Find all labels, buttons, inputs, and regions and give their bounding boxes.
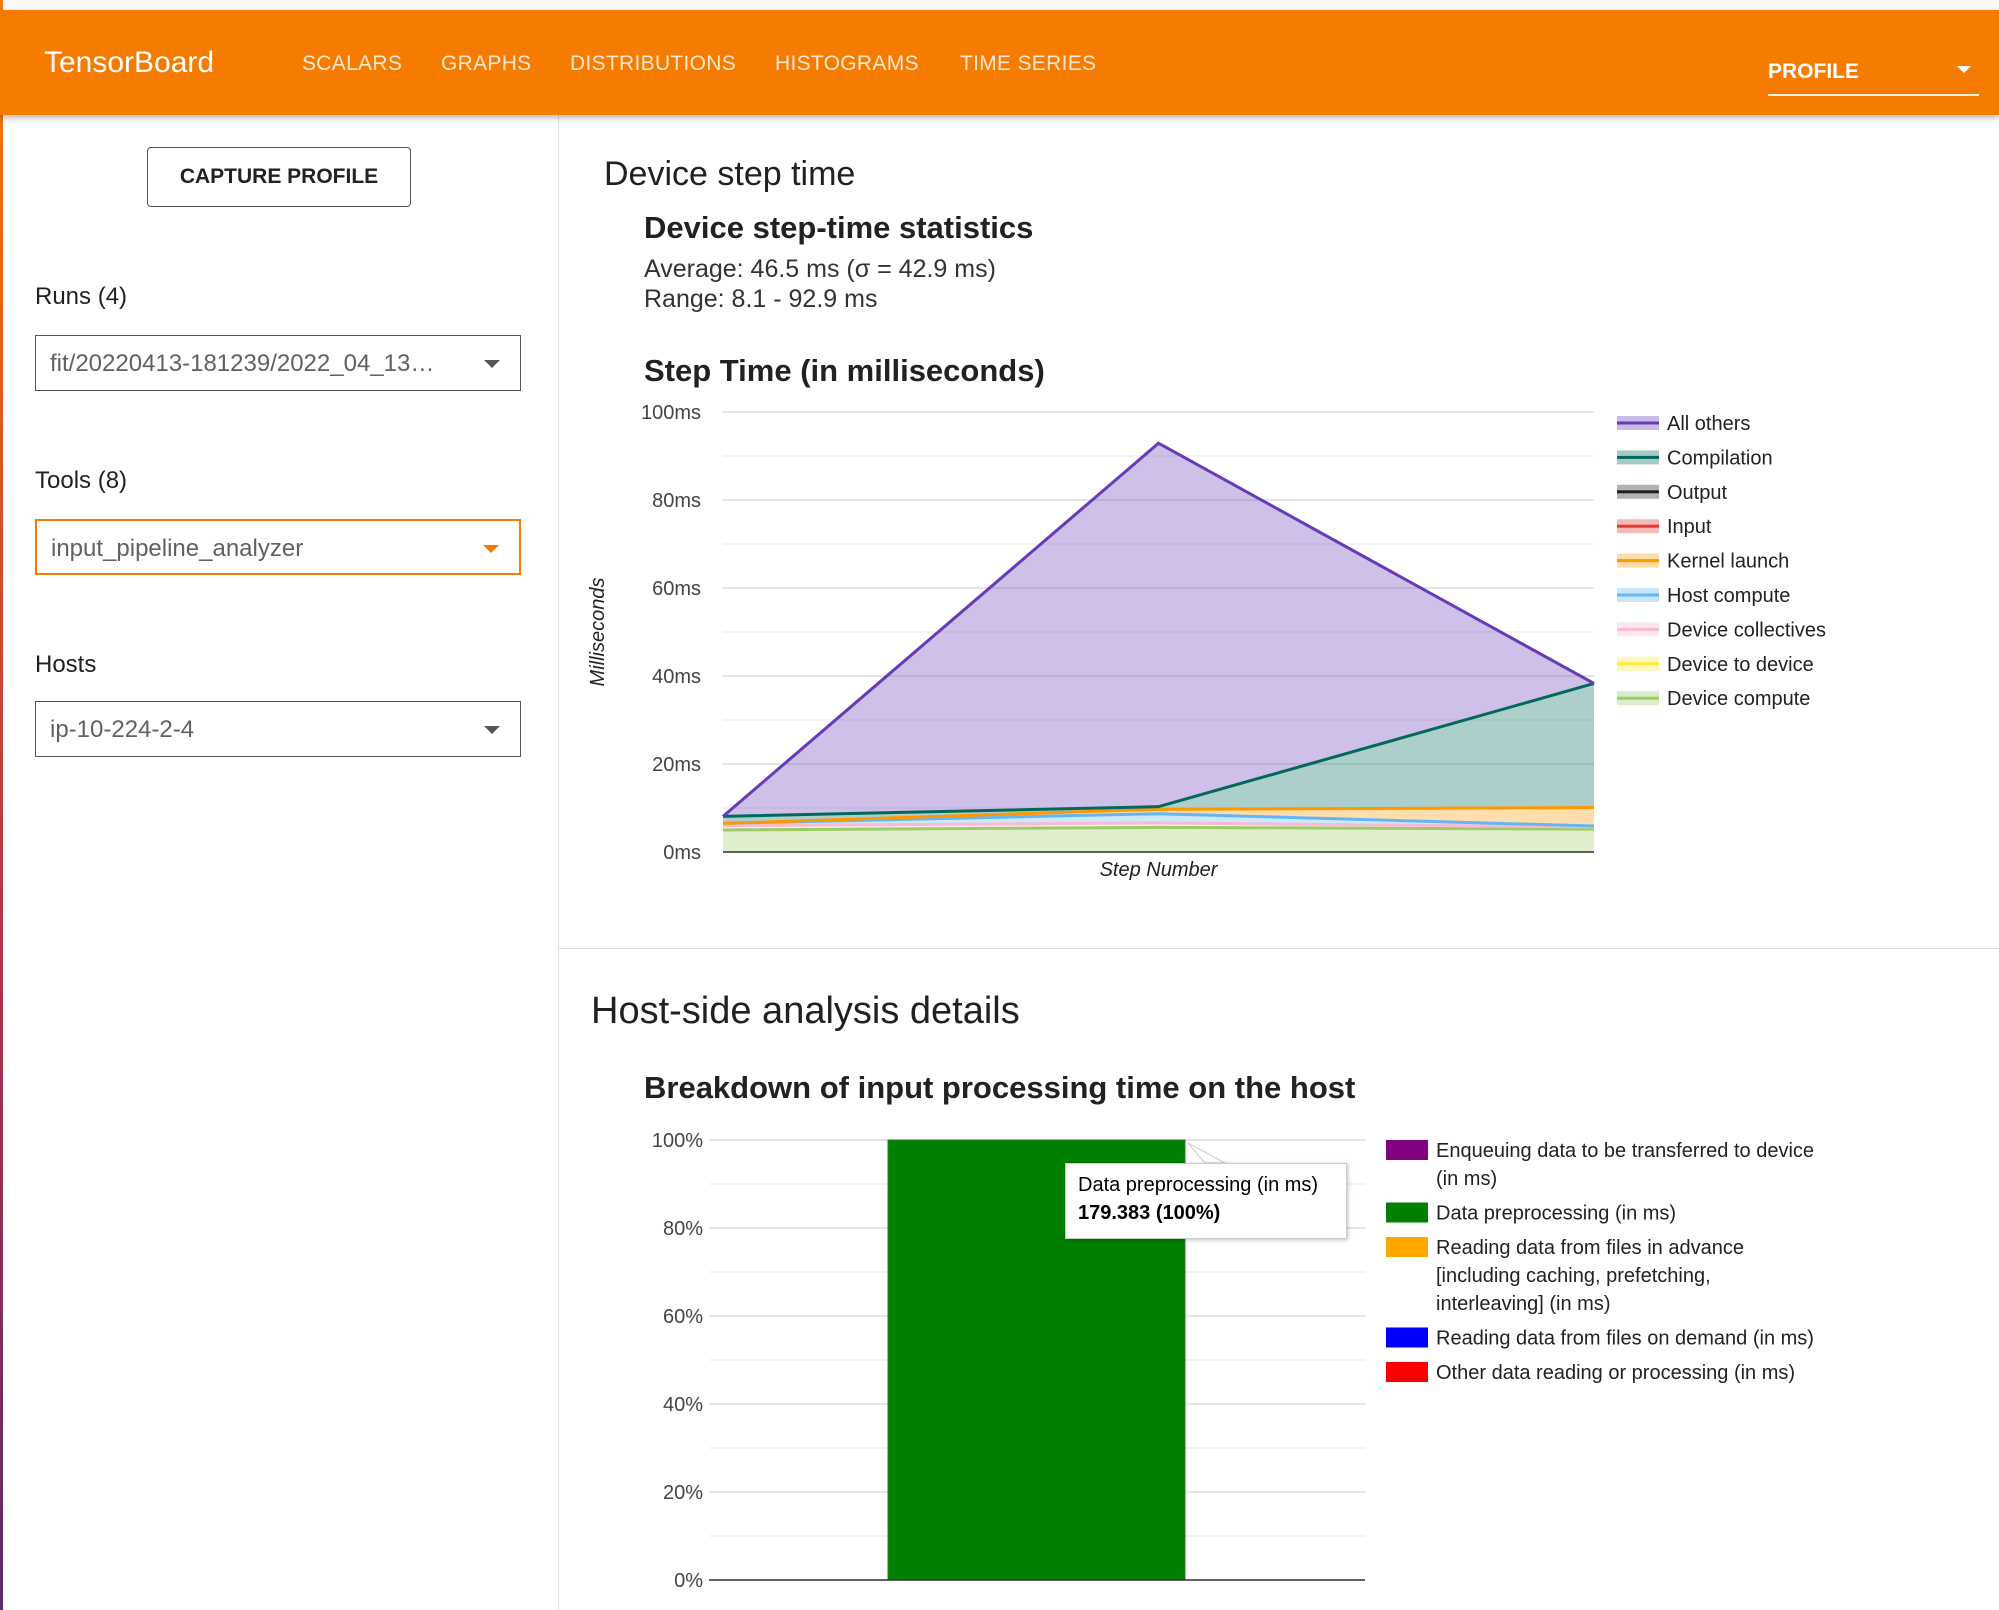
legend-item: (in ms) — [1436, 1168, 1497, 1190]
tab-histograms[interactable]: HISTOGRAMS — [775, 52, 919, 76]
plugin-select-value: PROFILE — [1768, 60, 1859, 84]
legend-swatch — [1386, 1237, 1428, 1257]
y-tick-label: 100% — [652, 1130, 703, 1152]
tooltip-pointer — [1188, 1143, 1225, 1163]
chevron-down-icon — [1957, 66, 1971, 73]
legend-swatch — [1386, 1140, 1428, 1160]
legend-item: Reading data from files on demand (in ms… — [1436, 1328, 1814, 1350]
tooltip-value: 179.383 (100%) — [1078, 1202, 1220, 1225]
legend-item: [including caching, prefetching, — [1436, 1265, 1711, 1287]
legend-item: Reading data from files in advance — [1436, 1237, 1744, 1259]
y-tick-label: 40% — [663, 1394, 703, 1416]
plugin-select-dropdown[interactable]: PROFILE — [1768, 48, 1979, 96]
legend-swatch — [1386, 1328, 1428, 1348]
legend-swatch — [1386, 1362, 1428, 1382]
tab-distributions[interactable]: DISTRIBUTIONS — [570, 52, 736, 76]
top-app-bar: TensorBoard SCALARS GRAPHS DISTRIBUTIONS… — [0, 10, 1999, 115]
y-tick-label: 20% — [663, 1482, 703, 1504]
host-breakdown-chart: 0% 20% 40% 60% 80% 100% Enqueuing data to be t… — [0, 0, 1999, 1610]
legend-item: Other data reading or processing (in ms) — [1436, 1362, 1795, 1384]
legend-item: Data preprocessing (in ms) — [1436, 1203, 1676, 1225]
tab-graphs[interactable]: GRAPHS — [441, 52, 532, 76]
tab-scalars[interactable]: SCALARS — [302, 52, 402, 76]
tooltip-label: Data preprocessing (in ms) — [1078, 1174, 1318, 1197]
y-tick-label: 60% — [663, 1306, 703, 1328]
app-brand: TensorBoard — [44, 46, 214, 80]
y-tick-label: 0% — [674, 1570, 703, 1592]
chart-tooltip: Data preprocessing (in ms) 179.383 (100%… — [1065, 1163, 1347, 1239]
legend-item: interleaving] (in ms) — [1436, 1293, 1611, 1315]
tab-time-series[interactable]: TIME SERIES — [960, 52, 1096, 76]
y-tick-label: 80% — [663, 1218, 703, 1240]
legend-item: Enqueuing data to be transferred to devi… — [1436, 1140, 1814, 1162]
legend-swatch — [1386, 1203, 1428, 1223]
